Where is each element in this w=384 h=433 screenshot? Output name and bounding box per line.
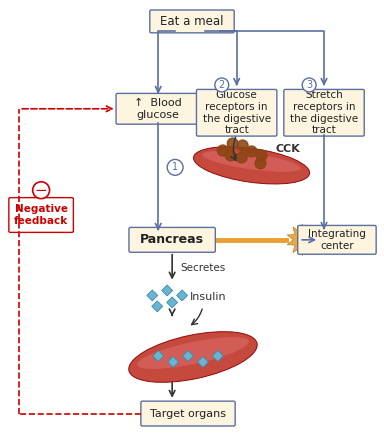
FancyBboxPatch shape — [197, 90, 277, 136]
Polygon shape — [167, 297, 178, 308]
Polygon shape — [182, 351, 194, 362]
Text: Insulin: Insulin — [190, 292, 227, 302]
Polygon shape — [287, 224, 317, 256]
Polygon shape — [153, 351, 164, 362]
Circle shape — [256, 150, 267, 161]
Circle shape — [302, 78, 316, 92]
FancyBboxPatch shape — [284, 90, 364, 136]
FancyBboxPatch shape — [9, 197, 73, 233]
Text: −: − — [35, 183, 48, 198]
Text: Eat a meal: Eat a meal — [160, 15, 224, 28]
Polygon shape — [147, 290, 158, 301]
Circle shape — [236, 152, 247, 163]
Circle shape — [227, 138, 238, 149]
Text: ↑  Blood
glucose: ↑ Blood glucose — [134, 98, 182, 120]
Text: Negative
feedback: Negative feedback — [14, 204, 68, 226]
Text: Glucose
receptors in
the digestive
tract: Glucose receptors in the digestive tract — [203, 90, 271, 135]
Ellipse shape — [129, 332, 257, 382]
Polygon shape — [197, 356, 209, 367]
FancyBboxPatch shape — [116, 94, 200, 124]
Circle shape — [237, 140, 248, 151]
Polygon shape — [168, 356, 179, 367]
FancyBboxPatch shape — [129, 227, 215, 252]
Text: 1: 1 — [172, 162, 178, 172]
Text: CCK: CCK — [275, 145, 300, 155]
Circle shape — [33, 182, 50, 199]
Polygon shape — [177, 290, 187, 301]
Circle shape — [217, 145, 228, 156]
Text: 2: 2 — [218, 80, 225, 90]
Text: 3: 3 — [306, 80, 312, 90]
Ellipse shape — [137, 337, 249, 369]
FancyBboxPatch shape — [150, 10, 234, 33]
Text: Target organs: Target organs — [150, 409, 226, 419]
Circle shape — [215, 78, 229, 92]
FancyBboxPatch shape — [141, 401, 235, 426]
Text: Stretch
receptors in
the digestive
tract: Stretch receptors in the digestive tract — [290, 90, 358, 135]
Text: Secretes: Secretes — [180, 263, 225, 273]
Circle shape — [255, 158, 266, 169]
Polygon shape — [212, 351, 223, 362]
Ellipse shape — [202, 151, 301, 172]
Text: Pancreas: Pancreas — [140, 233, 204, 246]
Polygon shape — [162, 285, 173, 296]
Text: Integrating
center: Integrating center — [308, 229, 366, 251]
Ellipse shape — [194, 147, 310, 184]
Polygon shape — [152, 301, 163, 312]
FancyBboxPatch shape — [298, 226, 376, 254]
Circle shape — [246, 146, 257, 157]
Circle shape — [167, 159, 183, 175]
Circle shape — [225, 150, 236, 161]
